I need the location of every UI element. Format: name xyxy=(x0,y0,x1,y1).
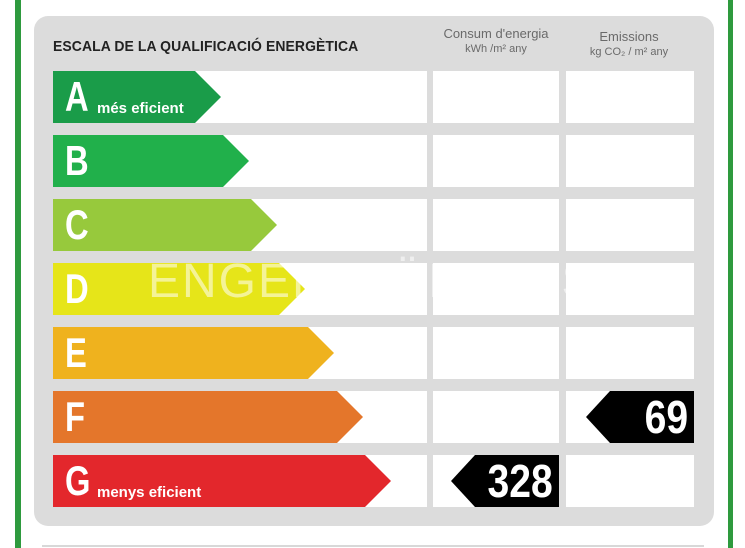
row-c-emissions-cell xyxy=(566,199,694,251)
band-e-letter: E xyxy=(65,329,87,376)
row-e-energy-cell xyxy=(433,327,559,379)
band-f: F xyxy=(53,391,363,443)
row-a-energy-cell xyxy=(433,71,559,123)
row-e-emissions-cell xyxy=(566,327,694,379)
emissions-header-unit: kg CO₂ / m² any xyxy=(589,46,669,58)
row-c-energy-cell xyxy=(433,199,559,251)
band-c-letter: C xyxy=(65,201,89,248)
emissions-rating-indicator: 69 xyxy=(586,391,694,443)
scale-title: ESCALA DE LA QUALIFICACIÓ ENERGÈTICA xyxy=(53,38,359,55)
energy-rating-indicator: 328 xyxy=(451,455,559,507)
bottom-divider xyxy=(42,545,704,547)
frame-left-border xyxy=(15,0,21,548)
band-e: E xyxy=(53,327,334,379)
energy-header-label: Consum d'energia xyxy=(443,26,549,41)
row-a-emissions-cell xyxy=(566,71,694,123)
energy-rating-value: 328 xyxy=(487,455,553,507)
band-f-letter: F xyxy=(65,393,86,440)
band-b: B xyxy=(53,135,249,187)
band-b-letter: B xyxy=(65,137,89,184)
band-a-label: més eficient xyxy=(97,100,184,117)
band-a-letter: A xyxy=(65,73,89,120)
band-d: D xyxy=(53,263,305,315)
energy-column-header: Consum d'energia kWh /m² any xyxy=(433,26,559,55)
band-c: C xyxy=(53,199,277,251)
emissions-rating-value: 69 xyxy=(644,391,688,443)
emissions-column-header: Emissions kg CO₂ / m² any xyxy=(565,29,693,58)
row-g-emissions-cell xyxy=(566,455,694,507)
energy-header-unit: kWh /m² any xyxy=(465,43,527,55)
band-g-label: menys eficient xyxy=(97,484,202,501)
row-d-energy-cell xyxy=(433,263,559,315)
row-b-energy-cell xyxy=(433,135,559,187)
row-f-energy-cell xyxy=(433,391,559,443)
band-d-letter: D xyxy=(65,265,89,312)
row-b-emissions-cell xyxy=(566,135,694,187)
row-d-emissions-cell xyxy=(566,263,694,315)
emissions-header-label: Emissions xyxy=(599,29,659,44)
band-g-letter: G xyxy=(65,457,91,504)
frame-right-border xyxy=(728,0,733,548)
